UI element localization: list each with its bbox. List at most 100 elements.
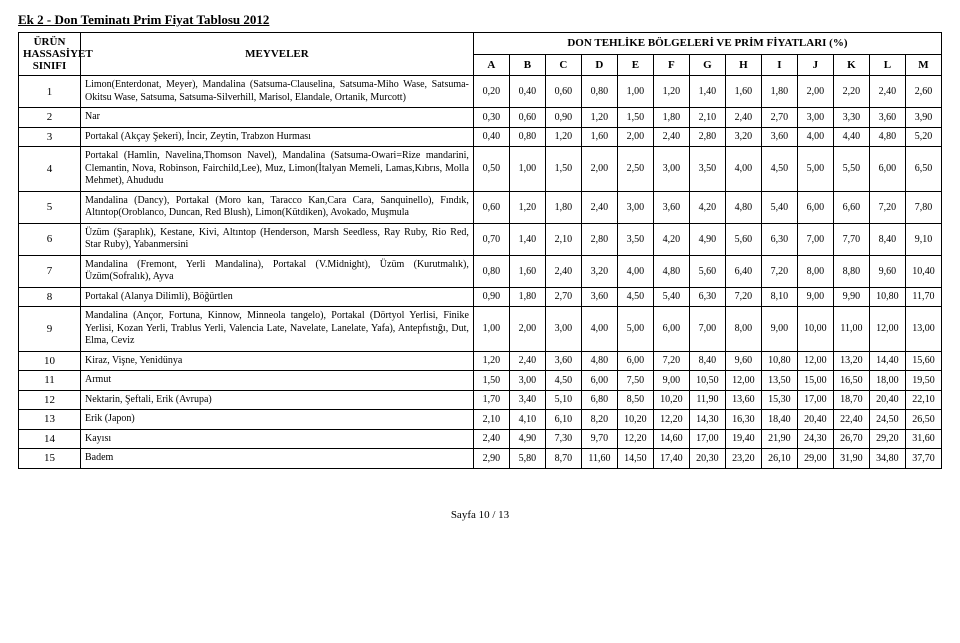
cell-value: 22,40	[833, 410, 869, 430]
cell-value: 1,00	[617, 76, 653, 108]
cell-value: 4,00	[725, 147, 761, 192]
row-index: 14	[19, 429, 81, 449]
cell-value: 18,70	[833, 390, 869, 410]
cell-value: 31,60	[905, 429, 941, 449]
row-desc: Armut	[81, 371, 474, 391]
cell-value: 20,40	[869, 390, 905, 410]
cell-value: 11,90	[689, 390, 725, 410]
cell-value: 6,00	[617, 351, 653, 371]
cell-value: 7,50	[617, 371, 653, 391]
cell-value: 1,20	[473, 351, 509, 371]
cell-value: 15,60	[905, 351, 941, 371]
cell-value: 21,90	[761, 429, 797, 449]
cell-value: 0,60	[509, 108, 545, 128]
row-index: 6	[19, 223, 81, 255]
row-desc: Mandalina (Dancy), Portakal (Moro kan, T…	[81, 191, 474, 223]
cell-value: 29,00	[797, 449, 833, 469]
cell-value: 10,80	[761, 351, 797, 371]
cell-value: 2,80	[581, 223, 617, 255]
cell-value: 10,40	[905, 255, 941, 287]
cell-value: 5,40	[761, 191, 797, 223]
cell-value: 13,00	[905, 307, 941, 352]
cell-value: 13,60	[725, 390, 761, 410]
cell-value: 4,00	[797, 127, 833, 147]
cell-value: 4,00	[581, 307, 617, 352]
cell-value: 2,10	[545, 223, 581, 255]
header-class: ÜRÜN HASSASİYET SINIFI	[19, 33, 81, 76]
cell-value: 3,20	[725, 127, 761, 147]
cell-value: 6,10	[545, 410, 581, 430]
cell-value: 6,00	[797, 191, 833, 223]
cell-value: 6,30	[689, 287, 725, 307]
region-col-E: E	[617, 54, 653, 76]
cell-value: 6,00	[581, 371, 617, 391]
cell-value: 18,00	[869, 371, 905, 391]
cell-value: 12,20	[617, 429, 653, 449]
cell-value: 9,90	[833, 287, 869, 307]
cell-value: 4,80	[653, 255, 689, 287]
cell-value: 17,00	[797, 390, 833, 410]
cell-value: 7,20	[653, 351, 689, 371]
row-index: 12	[19, 390, 81, 410]
cell-value: 0,40	[509, 76, 545, 108]
cell-value: 13,20	[833, 351, 869, 371]
region-col-G: G	[689, 54, 725, 76]
cell-value: 14,60	[653, 429, 689, 449]
cell-value: 0,30	[473, 108, 509, 128]
cell-value: 5,40	[653, 287, 689, 307]
cell-value: 26,50	[905, 410, 941, 430]
cell-value: 6,40	[725, 255, 761, 287]
cell-value: 1,80	[509, 287, 545, 307]
cell-value: 0,90	[473, 287, 509, 307]
table-row: 6Üzüm (Şaraplık), Kestane, Kivi, Altınto…	[19, 223, 942, 255]
cell-value: 2,10	[473, 410, 509, 430]
cell-value: 1,80	[761, 76, 797, 108]
row-desc: Portakal (Akçay Şekeri), İncir, Zeytin, …	[81, 127, 474, 147]
cell-value: 9,00	[761, 307, 797, 352]
cell-value: 5,00	[797, 147, 833, 192]
cell-value: 15,00	[797, 371, 833, 391]
cell-value: 4,50	[545, 371, 581, 391]
cell-value: 5,20	[905, 127, 941, 147]
row-desc: Limon(Enterdonat, Meyer), Mandalina (Sat…	[81, 76, 474, 108]
cell-value: 9,60	[725, 351, 761, 371]
row-index: 7	[19, 255, 81, 287]
cell-value: 0,50	[473, 147, 509, 192]
cell-value: 3,50	[617, 223, 653, 255]
cell-value: 1,00	[473, 307, 509, 352]
cell-value: 4,00	[617, 255, 653, 287]
cell-value: 2,00	[617, 127, 653, 147]
cell-value: 2,70	[545, 287, 581, 307]
region-col-I: I	[761, 54, 797, 76]
row-index: 15	[19, 449, 81, 469]
row-desc: Badem	[81, 449, 474, 469]
cell-value: 1,50	[545, 147, 581, 192]
cell-value: 12,00	[797, 351, 833, 371]
cell-value: 2,40	[653, 127, 689, 147]
cell-value: 8,00	[797, 255, 833, 287]
region-col-H: H	[725, 54, 761, 76]
cell-value: 24,50	[869, 410, 905, 430]
cell-value: 1,00	[509, 147, 545, 192]
row-desc: Nektarin, Şeftali, Erik (Avrupa)	[81, 390, 474, 410]
cell-value: 0,40	[473, 127, 509, 147]
row-index: 5	[19, 191, 81, 223]
row-index: 1	[19, 76, 81, 108]
table-row: 9Mandalina (Ançor, Fortuna, Kinnow, Minn…	[19, 307, 942, 352]
cell-value: 14,50	[617, 449, 653, 469]
cell-value: 3,00	[653, 147, 689, 192]
cell-value: 26,10	[761, 449, 797, 469]
cell-value: 5,80	[509, 449, 545, 469]
header-desc: MEYVELER	[81, 33, 474, 76]
cell-value: 3,20	[581, 255, 617, 287]
row-desc: Portakal (Alanya Dilimli), Böğürtlen	[81, 287, 474, 307]
cell-value: 7,20	[761, 255, 797, 287]
table-row: 8Portakal (Alanya Dilimli), Böğürtlen0,9…	[19, 287, 942, 307]
cell-value: 6,00	[653, 307, 689, 352]
cell-value: 3,00	[617, 191, 653, 223]
cell-value: 1,20	[653, 76, 689, 108]
cell-value: 2,00	[797, 76, 833, 108]
cell-value: 1,60	[725, 76, 761, 108]
region-col-D: D	[581, 54, 617, 76]
cell-value: 4,80	[869, 127, 905, 147]
